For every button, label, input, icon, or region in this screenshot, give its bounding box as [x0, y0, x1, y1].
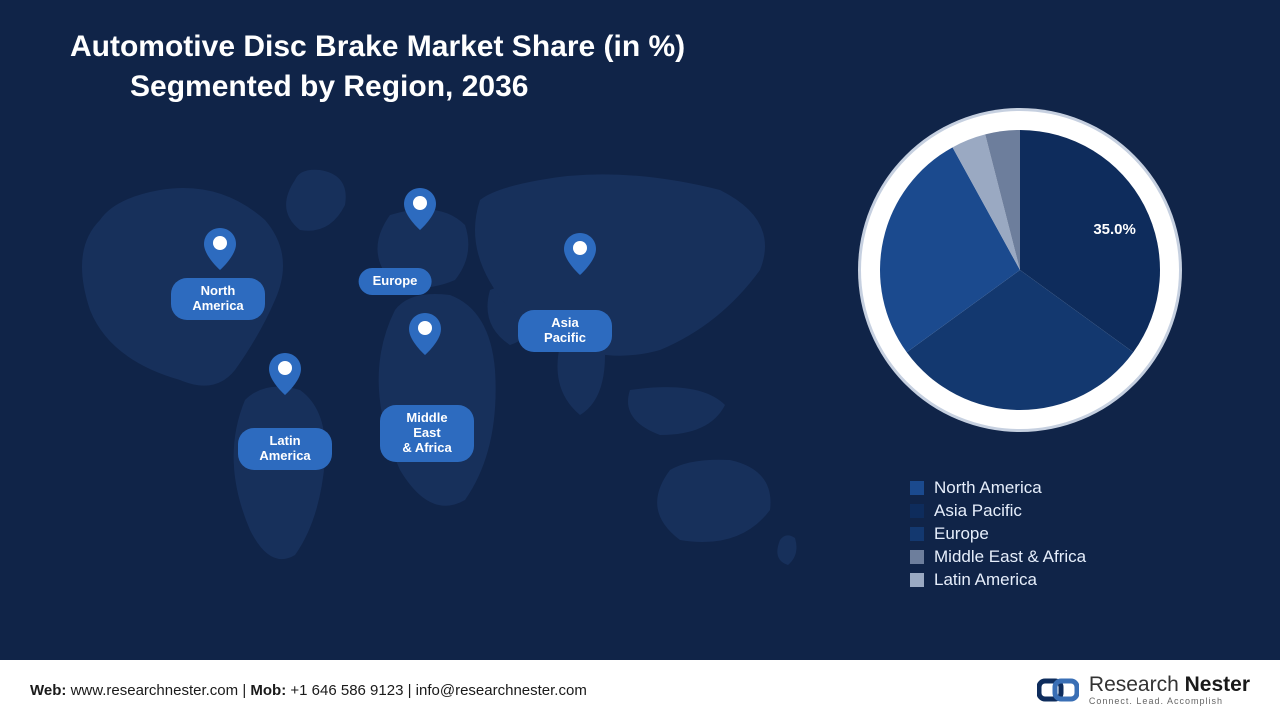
pie-slice-label: 35.0%	[1093, 221, 1136, 238]
region-label: LatinAmerica	[238, 428, 332, 470]
title-line-1: Automotive Disc Brake Market Share (in %…	[70, 30, 685, 64]
pie-chart: 35.0%	[840, 90, 1200, 450]
logo-word-1: Research	[1089, 673, 1185, 696]
logo-icon	[1037, 675, 1079, 705]
map-pin-icon	[269, 353, 301, 395]
map-pin-icon	[404, 188, 436, 230]
main-panel: Automotive Disc Brake Market Share (in %…	[0, 0, 1280, 660]
legend: North America Asia Pacific Europe Middle Ea…	[910, 478, 1210, 590]
footer-web-value: www.researchnester.com	[71, 682, 239, 699]
legend-swatch	[910, 481, 924, 495]
logo-word-2: Nester	[1185, 673, 1250, 696]
world-map: NorthAmerica Europe AsiaPacific LatinAmeric…	[60, 160, 820, 600]
legend-label: Asia Pacific	[934, 501, 1022, 521]
footer-mob-value: +1 646 586 9123	[290, 682, 403, 699]
pie-chart-area: 35.0% North America Asia Pacific Europe Mid…	[830, 90, 1210, 610]
legend-item: Europe	[910, 524, 1210, 544]
legend-item: Middle East & Africa	[910, 547, 1210, 567]
region-label: NorthAmerica	[171, 278, 265, 320]
legend-swatch	[910, 550, 924, 564]
footer-sep-2: |	[408, 682, 416, 699]
footer-email-value: info@researchnester.com	[416, 682, 587, 699]
footer-web-label: Web:	[30, 682, 66, 699]
map-pin-icon	[204, 228, 236, 270]
region-label: AsiaPacific	[518, 310, 612, 352]
logo-text: Research Nester Connect. Lead. Accomplis…	[1089, 674, 1250, 706]
legend-item: Asia Pacific	[910, 501, 1210, 521]
legend-swatch	[910, 504, 924, 518]
region-label: Europe	[359, 268, 432, 295]
map-pin-icon	[564, 233, 596, 275]
legend-label: Latin America	[934, 570, 1037, 590]
footer-contact: Web: www.researchnester.com | Mob: +1 64…	[30, 682, 587, 699]
page-title: Automotive Disc Brake Market Share (in %…	[70, 30, 685, 104]
logo-main: Research Nester	[1089, 674, 1250, 695]
legend-label: Europe	[934, 524, 989, 544]
legend-label: North America	[934, 478, 1042, 498]
legend-swatch	[910, 527, 924, 541]
world-silhouette	[60, 160, 820, 600]
footer-mob-label: Mob:	[250, 682, 286, 699]
title-line-2: Segmented by Region, 2036	[130, 70, 685, 104]
map-pin-icon	[409, 313, 441, 355]
legend-label: Middle East & Africa	[934, 547, 1086, 567]
page-root: Automotive Disc Brake Market Share (in %…	[0, 0, 1280, 720]
legend-swatch	[910, 573, 924, 587]
legend-item: Latin America	[910, 570, 1210, 590]
legend-item: North America	[910, 478, 1210, 498]
footer-bar: Web: www.researchnester.com | Mob: +1 64…	[0, 660, 1280, 720]
logo-tagline: Connect. Lead. Accomplish	[1089, 697, 1250, 706]
footer-logo: Research Nester Connect. Lead. Accomplis…	[1037, 674, 1250, 706]
region-label: Middle East& Africa	[380, 405, 474, 462]
